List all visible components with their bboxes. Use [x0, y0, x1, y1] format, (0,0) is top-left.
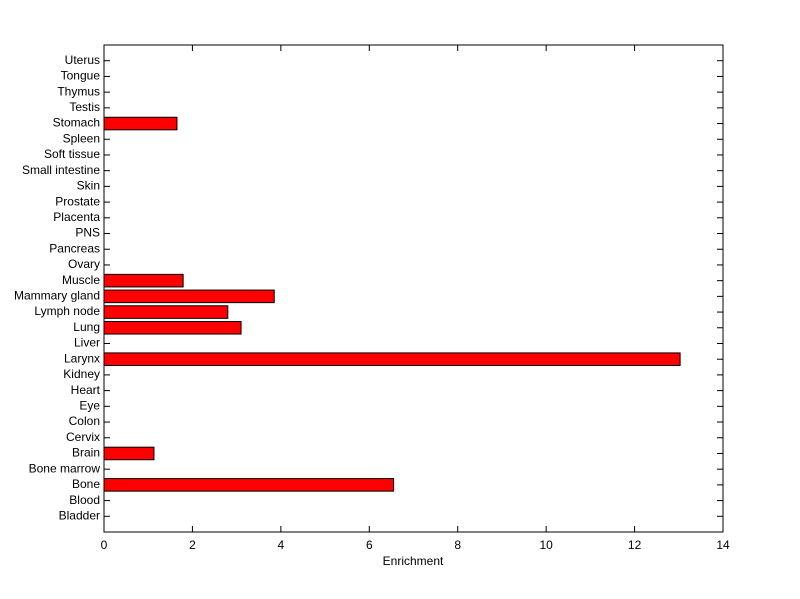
y-tick-label: PNS [75, 226, 100, 240]
y-tick-label: Uterus [65, 53, 100, 67]
y-tick-label: Brain [72, 446, 100, 460]
y-tick-label: Placenta [53, 210, 100, 224]
bar [103, 478, 395, 492]
x-axis-label: Enrichment [383, 554, 444, 568]
y-tick-label: Mammary gland [14, 289, 100, 303]
plot-frame [103, 44, 724, 533]
bar [103, 289, 275, 304]
y-tick-label: Soft tissue [44, 147, 100, 161]
y-tick-label: Liver [74, 336, 100, 350]
y-tick-label: Kidney [63, 367, 100, 381]
y-tick-label: Colon [69, 414, 100, 428]
y-tick-label: Ovary [68, 257, 100, 271]
x-tick-label: 2 [189, 538, 196, 552]
y-tick-label: Blood [69, 493, 100, 507]
y-tick-label: Bladder [59, 508, 100, 522]
x-tick-label: 10 [539, 538, 553, 552]
y-tick-label: Lymph node [34, 304, 100, 318]
y-tick-label: Muscle [62, 273, 100, 287]
y-tick-label: Lung [73, 320, 100, 334]
y-tick-label: Cervix [66, 430, 100, 444]
y-tick-label: Stomach [53, 116, 100, 130]
bar [103, 305, 229, 319]
x-tick-label: 6 [366, 538, 373, 552]
x-tick-label: 14 [716, 538, 730, 552]
y-tick-label: Larynx [64, 351, 100, 365]
y-tick-label: Thymus [57, 84, 100, 98]
y-tick-label: Prostate [55, 194, 100, 208]
x-tick-label: 8 [454, 538, 461, 552]
y-tick-label: Small intestine [22, 163, 100, 177]
bar [103, 320, 242, 335]
y-tick-label: Spleen [63, 131, 100, 145]
y-tick-label: Eye [79, 398, 100, 412]
bar [103, 446, 155, 461]
x-tick-label: 0 [101, 538, 108, 552]
bar [103, 352, 681, 366]
x-tick-label: 4 [278, 538, 285, 552]
y-tick-label: Bone [72, 477, 100, 491]
y-tick-label: Skin [77, 179, 100, 193]
bar [103, 116, 178, 131]
y-tick-label: Heart [71, 383, 101, 397]
x-tick-label: 12 [628, 538, 642, 552]
y-tick-label: Tongue [61, 69, 101, 83]
bar [103, 273, 184, 288]
y-tick-label: Pancreas [49, 241, 100, 255]
y-tick-label: Bone marrow [29, 461, 101, 475]
y-tick-label: Testis [69, 100, 100, 114]
